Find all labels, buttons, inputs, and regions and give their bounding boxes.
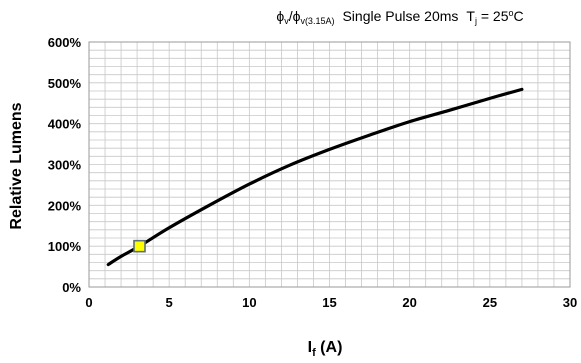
plot-area-border — [88, 41, 571, 288]
x-tick-label: 30 — [563, 295, 577, 310]
x-tick-label: 20 — [402, 295, 416, 310]
chart-title: ϕv/ϕv(3.15A) Single Pulse 20ms Tj = 25oC — [276, 8, 523, 26]
x-tick-label: 5 — [166, 295, 173, 310]
title-phi-v: ϕ — [276, 8, 284, 24]
x-tick-label: 0 — [85, 295, 92, 310]
y-tick-label: 300% — [48, 158, 82, 173]
title-tj: T — [466, 8, 475, 24]
reference-point-marker — [133, 239, 146, 253]
minor-grid — [88, 41, 571, 288]
x-axis-ticks: 0 5 10 15 20 25 30 — [85, 295, 577, 310]
y-axis-label: Relative Lumens — [8, 102, 25, 229]
y-tick-label: 200% — [48, 198, 82, 213]
x-tick-label: 15 — [322, 295, 336, 310]
title-tj-sub: j — [474, 16, 477, 26]
x-label-main: I — [308, 339, 312, 356]
x-label-unit: (A) — [316, 339, 343, 356]
title-tj-sup: o — [509, 8, 514, 18]
x-tick-label: 10 — [242, 295, 256, 310]
title-slash: / — [289, 8, 293, 24]
title-phi-ref-sub: v(3.15A) — [300, 16, 334, 26]
y-tick-label: 100% — [48, 239, 82, 254]
title-tj-eq: = 25 — [477, 8, 509, 24]
x-label-sub: f — [312, 347, 316, 359]
title-phi-v-sub: v — [284, 16, 289, 26]
y-tick-label: 400% — [48, 117, 82, 132]
title-phi-ref: ϕ — [293, 8, 301, 24]
y-tick-label: 500% — [48, 76, 82, 91]
y-tick-label: 0% — [62, 280, 81, 295]
title-tj-unit: C — [514, 8, 524, 24]
y-tick-label: 600% — [48, 35, 82, 50]
x-tick-label: 25 — [483, 295, 497, 310]
x-axis-label: If (A) — [308, 339, 343, 359]
y-axis-ticks: 0% 100% 200% 300% 400% 500% 600% — [48, 35, 82, 295]
title-pulse: Single Pulse 20ms — [342, 8, 458, 24]
series-layer — [106, 87, 524, 267]
major-grid — [88, 41, 571, 288]
